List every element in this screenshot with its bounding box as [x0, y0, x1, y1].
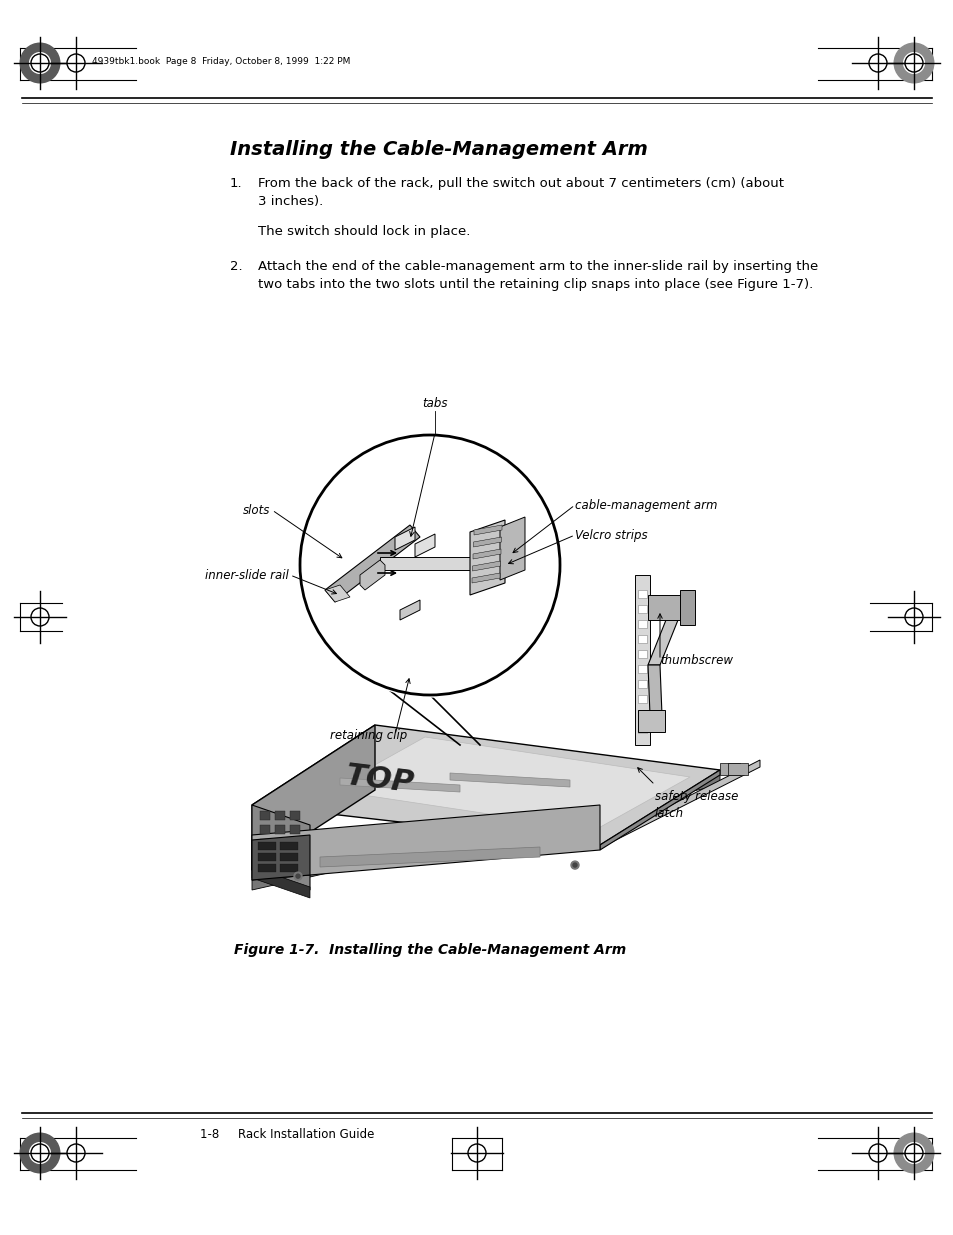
Circle shape	[902, 53, 923, 73]
Text: safety release
latch: safety release latch	[655, 790, 738, 820]
Polygon shape	[638, 710, 664, 732]
Polygon shape	[638, 650, 646, 658]
Polygon shape	[257, 842, 275, 850]
Text: TOP: TOP	[344, 762, 416, 799]
Polygon shape	[635, 576, 649, 745]
Polygon shape	[274, 853, 285, 862]
Text: 2.: 2.	[230, 261, 242, 273]
Text: inner-slide rail: inner-slide rail	[205, 568, 289, 582]
Polygon shape	[280, 864, 297, 872]
Polygon shape	[252, 805, 599, 881]
Polygon shape	[319, 847, 539, 867]
Polygon shape	[679, 590, 695, 625]
Text: The switch should lock in place.: The switch should lock in place.	[257, 225, 470, 238]
Polygon shape	[474, 525, 501, 535]
Text: 4939tbk1.book  Page 8  Friday, October 8, 1999  1:22 PM: 4939tbk1.book Page 8 Friday, October 8, …	[91, 57, 350, 65]
Polygon shape	[638, 725, 646, 734]
Polygon shape	[647, 615, 679, 664]
Polygon shape	[473, 537, 501, 547]
Circle shape	[893, 1134, 933, 1173]
Polygon shape	[609, 760, 760, 844]
Polygon shape	[638, 620, 646, 629]
Text: thumbscrew: thumbscrew	[659, 653, 732, 667]
Text: cable-management arm: cable-management arm	[575, 499, 717, 511]
Polygon shape	[260, 825, 270, 834]
Polygon shape	[274, 811, 285, 820]
Text: slots: slots	[242, 504, 270, 516]
Circle shape	[20, 43, 60, 83]
Polygon shape	[274, 825, 285, 834]
Polygon shape	[727, 763, 747, 776]
Polygon shape	[720, 763, 740, 776]
Polygon shape	[274, 839, 285, 848]
Polygon shape	[290, 853, 299, 862]
Circle shape	[30, 1142, 51, 1163]
Circle shape	[295, 874, 299, 878]
Polygon shape	[379, 557, 484, 571]
Polygon shape	[290, 825, 299, 834]
Polygon shape	[325, 525, 419, 601]
Polygon shape	[260, 839, 270, 848]
Polygon shape	[257, 853, 275, 861]
Text: 1-8     Rack Installation Guide: 1-8 Rack Installation Guide	[200, 1129, 374, 1141]
Polygon shape	[647, 595, 684, 620]
Polygon shape	[252, 776, 720, 890]
Circle shape	[297, 433, 561, 697]
Circle shape	[571, 861, 578, 869]
Text: From the back of the rack, pull the switch out about 7 centimeters (cm) (about
3: From the back of the rack, pull the swit…	[257, 177, 783, 207]
Polygon shape	[415, 534, 435, 557]
Polygon shape	[260, 811, 270, 820]
Polygon shape	[252, 835, 310, 881]
Polygon shape	[638, 664, 646, 673]
Polygon shape	[470, 520, 504, 595]
Text: retaining clip: retaining clip	[330, 729, 407, 741]
Text: Attach the end of the cable-management arm to the inner-slide rail by inserting : Attach the end of the cable-management a…	[257, 261, 818, 290]
Polygon shape	[260, 853, 270, 862]
Circle shape	[20, 1134, 60, 1173]
Circle shape	[902, 1142, 923, 1163]
Polygon shape	[290, 811, 299, 820]
Polygon shape	[257, 864, 275, 872]
Polygon shape	[638, 605, 646, 613]
Polygon shape	[638, 590, 646, 598]
Polygon shape	[330, 737, 689, 830]
Text: tabs: tabs	[422, 396, 447, 410]
Circle shape	[294, 872, 302, 881]
Polygon shape	[252, 725, 375, 869]
Polygon shape	[473, 550, 500, 559]
Polygon shape	[399, 600, 419, 620]
Polygon shape	[499, 517, 524, 580]
Polygon shape	[599, 769, 720, 850]
Circle shape	[30, 53, 51, 73]
Polygon shape	[280, 853, 297, 861]
Polygon shape	[325, 585, 350, 601]
Polygon shape	[339, 778, 459, 792]
Polygon shape	[472, 561, 500, 571]
Text: Velcro strips: Velcro strips	[575, 529, 647, 541]
Polygon shape	[252, 725, 720, 845]
Polygon shape	[638, 635, 646, 643]
Circle shape	[893, 43, 933, 83]
Polygon shape	[290, 839, 299, 848]
Polygon shape	[450, 773, 569, 787]
Text: Figure 1-7.  Installing the Cable-Management Arm: Figure 1-7. Installing the Cable-Managem…	[233, 944, 625, 957]
Polygon shape	[359, 559, 385, 590]
Polygon shape	[472, 573, 499, 583]
Polygon shape	[280, 842, 297, 850]
Text: 1.: 1.	[230, 177, 242, 190]
Polygon shape	[638, 695, 646, 703]
Polygon shape	[638, 680, 646, 688]
Polygon shape	[647, 664, 661, 715]
Text: Installing the Cable-Management Arm: Installing the Cable-Management Arm	[230, 140, 647, 159]
Circle shape	[573, 863, 577, 867]
Polygon shape	[638, 710, 646, 718]
Polygon shape	[252, 867, 310, 898]
Polygon shape	[395, 527, 415, 550]
Polygon shape	[252, 805, 310, 890]
